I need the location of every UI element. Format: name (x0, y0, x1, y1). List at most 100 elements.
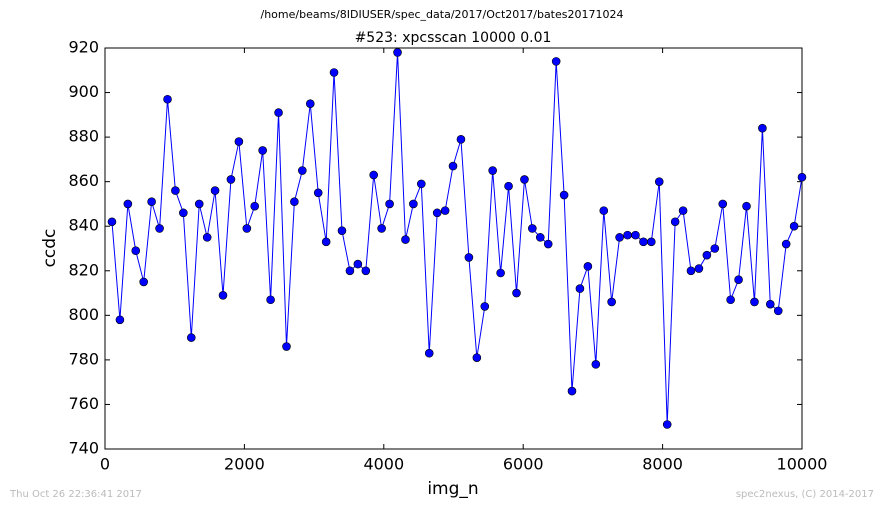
data-point (543, 239, 553, 249)
x-tick-label: 10000 (777, 455, 828, 474)
data-point (179, 208, 188, 218)
x-tick-label: 6000 (503, 455, 544, 474)
data-point (139, 277, 148, 287)
data-point (575, 284, 585, 293)
data-point (591, 360, 601, 369)
data-point (305, 99, 315, 108)
data-point (115, 315, 125, 325)
x-axis-label: img_n (427, 479, 478, 499)
x-tick-label: 8000 (642, 455, 683, 474)
data-point (353, 259, 363, 269)
data-point (274, 108, 283, 117)
data-point (210, 186, 220, 195)
footer-right: spec2nexus, (C) 2014-2017 (736, 489, 874, 500)
data-point (773, 306, 783, 316)
data-point (298, 166, 307, 175)
data-point (496, 268, 505, 278)
data-point (377, 224, 386, 233)
data-point (647, 237, 656, 247)
data-point (361, 266, 371, 276)
data-point (504, 181, 513, 191)
data-point (409, 199, 418, 209)
data-point (599, 206, 609, 215)
data-point (520, 175, 529, 184)
data-point (440, 206, 450, 215)
data-point (385, 199, 394, 209)
data-point (242, 224, 252, 233)
data-point (369, 170, 378, 180)
data-point (393, 48, 402, 57)
data-point (448, 161, 458, 171)
x-tick-label: 2000 (224, 455, 265, 474)
data-point (718, 199, 728, 209)
data-point (416, 179, 426, 189)
data-point (512, 288, 521, 298)
data-point (456, 135, 466, 144)
data-point (551, 57, 561, 66)
data-point (401, 235, 410, 244)
data-point (472, 353, 482, 362)
data-point (218, 290, 228, 300)
data-point (147, 197, 156, 207)
data-point (559, 190, 569, 200)
data-point (480, 302, 490, 311)
data-point (282, 342, 291, 351)
y-tick-label: 800 (68, 305, 99, 324)
data-point (623, 230, 632, 240)
data-point (654, 177, 664, 186)
data-point (171, 186, 180, 195)
data-point (488, 166, 497, 175)
data-point (123, 199, 133, 209)
data-point (758, 123, 767, 133)
data-point (345, 266, 355, 276)
data-point (639, 237, 648, 247)
data-point (567, 386, 577, 396)
data-point (781, 239, 791, 249)
data-point (734, 275, 743, 284)
data-point (329, 68, 339, 77)
data-point (258, 146, 267, 155)
data-point (424, 348, 434, 358)
data-point (321, 237, 331, 247)
data-point (615, 233, 624, 242)
chart-title: #523: xpcsscan 10000 0.01 (355, 30, 552, 46)
data-point (432, 208, 442, 218)
data-point (290, 197, 299, 207)
x-tick-label: 0 (100, 455, 110, 474)
data-point (131, 246, 141, 256)
data-point (662, 420, 672, 429)
data-point (234, 137, 244, 146)
data-point (694, 264, 704, 273)
y-tick-label: 760 (68, 394, 99, 413)
data-point (750, 297, 759, 307)
data-point (678, 206, 688, 215)
y-tick-label: 820 (68, 260, 99, 279)
y-tick-label: 840 (68, 216, 99, 235)
data-point (583, 262, 593, 271)
y-tick-label: 920 (68, 38, 99, 57)
data-point (226, 175, 236, 184)
data-point (107, 217, 117, 227)
data-point (337, 226, 347, 235)
data-point (250, 201, 260, 211)
y-tick-label: 740 (68, 439, 99, 458)
data-point (194, 199, 204, 209)
suptitle: /home/beams/8IDIUSER/spec_data/2017/Oct2… (261, 8, 624, 21)
data-point (266, 295, 275, 305)
data-point (186, 333, 196, 342)
data-point (726, 295, 735, 305)
y-tick-label: 860 (68, 171, 99, 190)
data-point (535, 233, 545, 242)
footer-left: Thu Oct 26 22:36:41 2017 (9, 489, 142, 500)
data-point (202, 233, 212, 242)
data-point (789, 221, 799, 231)
series-line (111, 52, 803, 425)
data-point (313, 188, 323, 198)
data-point (528, 224, 537, 233)
data-point (163, 94, 172, 104)
data-point (607, 297, 616, 307)
data-point (710, 244, 720, 253)
data-point (742, 201, 751, 211)
data-point (797, 172, 807, 182)
